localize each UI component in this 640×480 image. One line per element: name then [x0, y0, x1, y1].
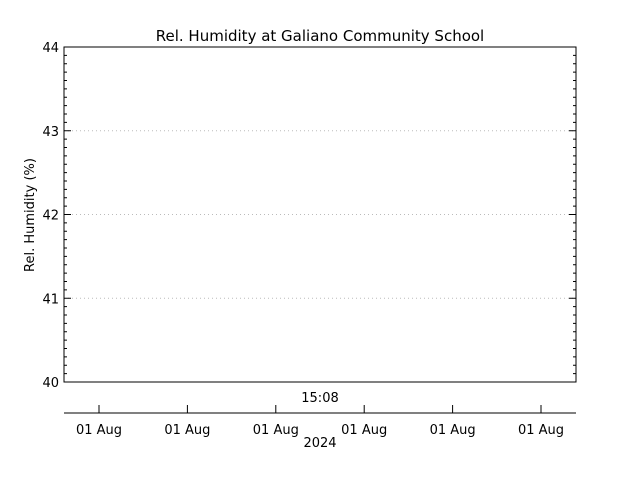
y-tick-label: 43: [42, 125, 59, 140]
x-tick-label: 01 Aug: [341, 423, 387, 438]
grid-lines: [64, 130, 576, 299]
y-tick-label: 40: [42, 376, 59, 391]
x-year-label: 2024: [303, 436, 336, 451]
x-tick-label: 01 Aug: [76, 423, 122, 438]
x-tick-label: 01 Aug: [430, 423, 476, 438]
x-time-label: 15:08: [301, 391, 338, 406]
x-tick-label: 01 Aug: [253, 423, 299, 438]
x-tick-label: 01 Aug: [518, 423, 564, 438]
x-tick-label: 01 Aug: [164, 423, 210, 438]
y-tick-label: 42: [42, 209, 59, 224]
y-axis-label: Rel. Humidity (%): [23, 158, 38, 272]
plot-frame: [63, 46, 577, 383]
y-tick-label: 41: [42, 292, 59, 307]
y-axis: 40 41 42 43 44: [42, 41, 576, 391]
chart-title: Rel. Humidity at Galiano Community Schoo…: [156, 27, 484, 45]
x-axis: 01 Aug 01 Aug 01 Aug 01 Aug 01 Aug 01 Aug: [76, 405, 564, 438]
y-tick-label: 44: [42, 41, 59, 56]
